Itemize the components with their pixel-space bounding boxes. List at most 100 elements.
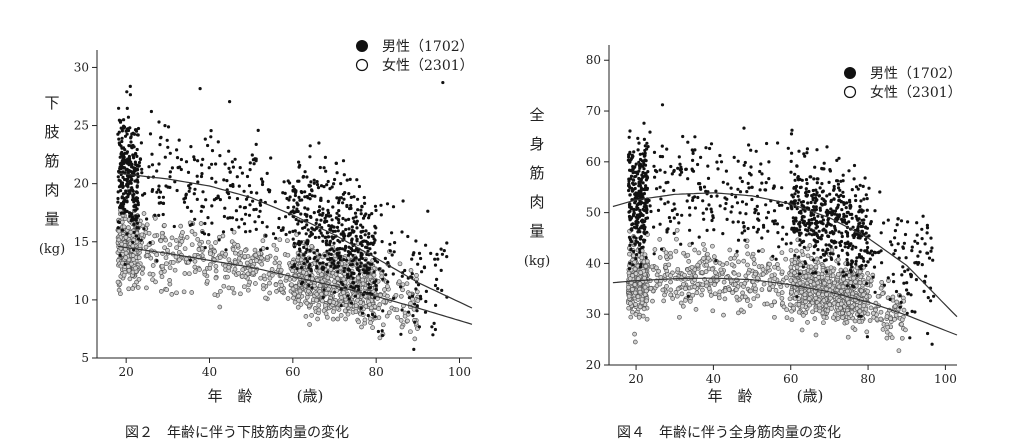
data-point-female: [852, 318, 858, 324]
data-point-male: [864, 193, 868, 197]
data-point-male: [816, 248, 820, 252]
data-point-male: [718, 204, 722, 208]
data-point-female: [779, 250, 785, 256]
data-point-female: [856, 319, 862, 324]
data-point-female: [180, 230, 185, 235]
data-point-female: [139, 271, 145, 276]
data-point-male: [379, 213, 383, 217]
data-point-male: [363, 264, 367, 268]
data-point-female: [779, 269, 785, 275]
data-point-male: [786, 146, 790, 150]
data-point-male: [310, 189, 314, 193]
data-point-male: [804, 190, 808, 194]
data-point-male: [134, 196, 139, 200]
data-point-female: [827, 302, 833, 308]
data-point-female: [212, 292, 218, 298]
data-point-male: [746, 181, 750, 185]
data-point-male: [125, 182, 129, 186]
data-point-male: [361, 225, 365, 229]
data-point-male: [758, 169, 762, 174]
data-point-male: [888, 297, 892, 302]
data-point-male: [754, 208, 758, 212]
data-point-female: [779, 295, 785, 301]
data-point-female: [648, 286, 654, 291]
data-point-male: [680, 213, 684, 217]
data-point-male: [373, 315, 377, 319]
data-point-male: [821, 218, 825, 222]
data-point-male: [844, 273, 848, 277]
data-point-male: [157, 195, 161, 199]
data-point-male: [913, 261, 917, 265]
data-point-female: [728, 256, 734, 261]
data-point-female: [307, 322, 312, 327]
data-point-male: [206, 216, 210, 220]
data-point-male: [672, 202, 676, 206]
data-point-female: [154, 252, 160, 258]
data-point-female: [845, 288, 850, 294]
data-point-female: [133, 265, 138, 271]
data-point-male: [305, 213, 309, 217]
data-point-female: [878, 316, 884, 322]
data-point-male: [710, 210, 714, 214]
data-point-female: [320, 298, 325, 304]
data-point-male: [380, 240, 384, 244]
data-point-male: [135, 191, 139, 195]
data-point-female: [253, 252, 259, 258]
data-point-female: [792, 270, 797, 276]
data-point-male: [161, 201, 166, 205]
data-point-male: [131, 153, 135, 157]
data-point-male: [640, 173, 644, 177]
data-point-male: [740, 231, 744, 235]
data-point-male: [334, 161, 338, 165]
data-point-male: [148, 241, 152, 245]
data-point-female: [189, 290, 195, 295]
data-point-male: [292, 211, 296, 215]
data-point-female: [408, 301, 413, 306]
data-point-female: [158, 270, 164, 275]
data-point-female: [130, 286, 136, 291]
data-point-male: [261, 180, 265, 184]
data-point-male: [374, 283, 378, 287]
data-point-male: [632, 235, 636, 239]
data-point-male: [789, 241, 793, 245]
data-point-male: [842, 212, 846, 216]
data-point-male: [738, 176, 742, 180]
data-point-male: [641, 152, 645, 156]
data-point-male: [926, 296, 930, 300]
data-point-female: [628, 314, 634, 320]
data-point-male: [666, 180, 670, 184]
data-point-female: [816, 275, 822, 280]
data-point-male: [812, 192, 816, 197]
data-point-male: [856, 229, 860, 233]
data-point-male: [741, 221, 745, 225]
data-point-male: [363, 269, 367, 273]
data-point-male: [662, 189, 666, 193]
data-point-male: [638, 179, 643, 184]
data-point-male: [857, 252, 861, 257]
data-point-male: [857, 233, 862, 238]
data-point-male: [835, 158, 839, 162]
data-point-female: [412, 336, 418, 342]
data-point-female: [314, 291, 320, 297]
data-point-male: [780, 203, 784, 207]
data-point-male: [844, 206, 848, 210]
data-point-male: [653, 175, 657, 179]
data-point-female: [673, 290, 679, 295]
data-point-female: [773, 288, 779, 293]
data-point-male: [203, 221, 207, 226]
data-point-male: [861, 184, 865, 188]
data-point-male: [906, 268, 910, 272]
data-point-male: [345, 204, 349, 209]
data-point-male: [930, 342, 934, 346]
data-point-male: [347, 227, 351, 231]
data-point-male: [848, 198, 852, 202]
data-point-female: [857, 280, 863, 286]
data-point-female: [331, 300, 337, 305]
data-point-male: [186, 170, 191, 174]
data-point-male: [898, 294, 902, 298]
data-point-male: [913, 310, 917, 314]
data-point-male: [230, 227, 234, 232]
data-point-male: [896, 217, 900, 221]
data-point-male: [248, 168, 252, 172]
data-point-male: [648, 130, 652, 134]
